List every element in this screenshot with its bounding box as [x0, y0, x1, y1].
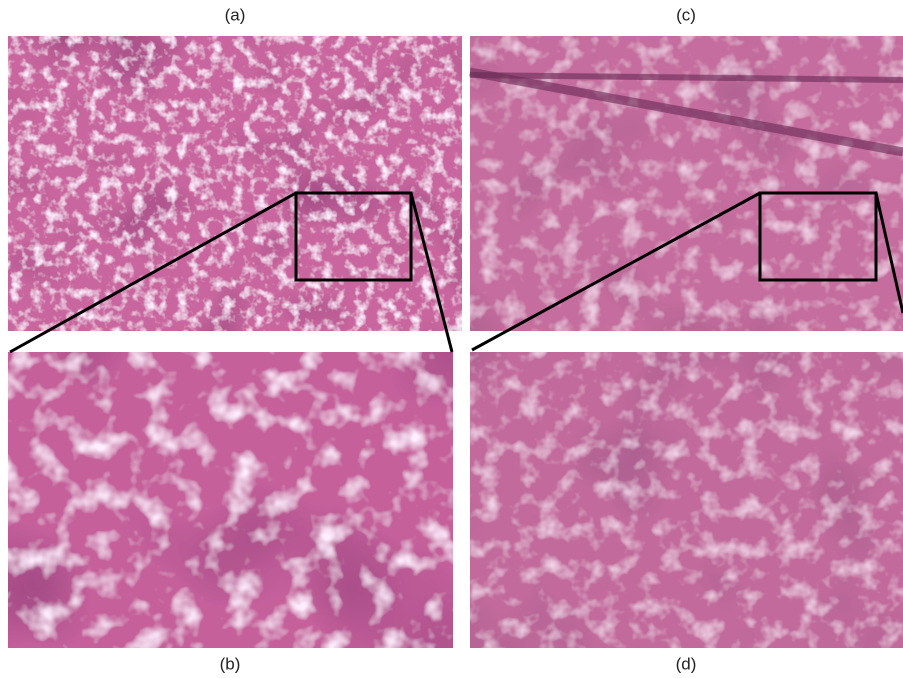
- panel-label: (b): [220, 654, 241, 673]
- photo-b: [8, 352, 453, 648]
- photo-d: [470, 352, 903, 648]
- panel-label: (d): [676, 654, 697, 673]
- photo-a: [8, 36, 462, 331]
- panel-label: (a): [225, 5, 246, 24]
- figure: (a) (c) (b) (d): [0, 0, 903, 678]
- panel-label: (c): [676, 5, 696, 24]
